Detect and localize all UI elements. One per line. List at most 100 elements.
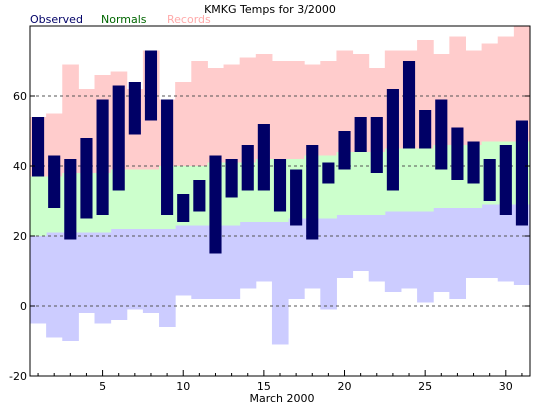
record-low-band-day-30 bbox=[497, 204, 515, 282]
x-tick-label-15: 15 bbox=[257, 380, 271, 393]
legend-records: Records bbox=[167, 13, 211, 26]
record-low-band-day-10 bbox=[175, 225, 192, 296]
record-high-band-day-20 bbox=[336, 50, 354, 152]
record-low-band-day-9 bbox=[159, 229, 176, 327]
record-high-band-day-27 bbox=[449, 36, 466, 145]
observed-bar-day-18 bbox=[306, 145, 319, 240]
x-axis-label: March 2000 bbox=[249, 392, 314, 405]
record-high-band-day-29 bbox=[481, 43, 499, 142]
record-high-band-day-28 bbox=[465, 50, 483, 145]
observed-bar-day-27 bbox=[451, 127, 464, 180]
observed-bar-day-8 bbox=[144, 50, 158, 121]
record-low-band-day-25 bbox=[417, 211, 434, 303]
observed-bar-day-5 bbox=[96, 99, 109, 215]
observed-bar-day-1 bbox=[32, 117, 45, 177]
observed-bar-day-11 bbox=[193, 180, 206, 212]
observed-bar-day-7 bbox=[128, 82, 141, 135]
normal-band-day-1 bbox=[30, 176, 47, 236]
record-high-band-day-30 bbox=[497, 36, 515, 142]
record-low-band-day-17 bbox=[288, 218, 305, 299]
record-low-band-day-2 bbox=[46, 232, 63, 338]
record-low-band-day-28 bbox=[465, 208, 483, 278]
observed-bar-day-28 bbox=[467, 141, 480, 184]
record-low-band-day-22 bbox=[368, 215, 386, 282]
observed-bar-day-23 bbox=[386, 89, 399, 191]
y-tick-label--20: -20 bbox=[9, 370, 27, 383]
normal-band-day-7 bbox=[126, 169, 144, 229]
record-low-band-day-5 bbox=[94, 232, 112, 324]
y-tick-label-0: 0 bbox=[20, 300, 27, 313]
record-low-band-day-1 bbox=[30, 236, 47, 324]
record-high-band-day-10 bbox=[175, 82, 192, 166]
record-low-band-day-7 bbox=[126, 229, 144, 310]
normal-band-day-8 bbox=[142, 169, 160, 229]
record-low-band-day-27 bbox=[449, 208, 466, 299]
record-high-band-day-18 bbox=[304, 64, 321, 156]
y-tick-label-60: 60 bbox=[13, 90, 27, 103]
x-tick-label-20: 20 bbox=[338, 380, 352, 393]
observed-bar-day-15 bbox=[257, 124, 270, 191]
observed-bar-day-26 bbox=[435, 99, 448, 170]
observed-bar-day-10 bbox=[177, 194, 190, 222]
record-low-band-day-4 bbox=[78, 232, 96, 313]
record-low-band-day-14 bbox=[239, 222, 257, 289]
record-low-band-day-29 bbox=[481, 204, 499, 278]
chart-title: KMKG Temps for 3/2000 bbox=[204, 3, 336, 16]
observed-bar-day-29 bbox=[483, 159, 496, 201]
observed-bar-day-16 bbox=[273, 159, 287, 212]
observed-bar-day-17 bbox=[290, 169, 303, 226]
x-tick-label-25: 25 bbox=[418, 380, 432, 393]
normal-band-day-24 bbox=[400, 148, 418, 212]
record-low-band-day-16 bbox=[271, 222, 289, 345]
record-high-band-day-3 bbox=[62, 64, 79, 173]
legend-observed: Observed bbox=[30, 13, 83, 26]
normal-band-day-21 bbox=[352, 152, 370, 215]
record-high-band-day-17 bbox=[288, 61, 305, 159]
record-low-band-day-6 bbox=[110, 229, 128, 320]
normal-band-day-25 bbox=[417, 148, 434, 212]
record-low-band-day-19 bbox=[320, 218, 337, 310]
x-tick-label-10: 10 bbox=[176, 380, 190, 393]
observed-bar-day-12 bbox=[209, 155, 222, 254]
observed-bar-day-9 bbox=[161, 99, 174, 215]
record-low-band-day-23 bbox=[384, 211, 402, 292]
observed-bar-day-2 bbox=[48, 155, 61, 208]
observed-bar-day-21 bbox=[354, 117, 367, 152]
record-low-band-day-20 bbox=[336, 215, 354, 278]
record-high-band-day-31 bbox=[513, 26, 531, 142]
record-low-band-day-3 bbox=[62, 232, 79, 341]
observed-bar-day-4 bbox=[80, 138, 93, 219]
record-high-band-day-19 bbox=[320, 61, 337, 156]
x-tick-label-5: 5 bbox=[99, 380, 106, 393]
record-high-band-day-16 bbox=[271, 61, 289, 159]
y-axis: -20 0 20 40 60 bbox=[9, 90, 530, 383]
record-low-band-day-11 bbox=[191, 225, 208, 299]
observed-bar-day-24 bbox=[402, 61, 416, 149]
record-high-band-day-11 bbox=[191, 61, 208, 166]
observed-bar-day-22 bbox=[370, 117, 383, 173]
record-high-band-day-13 bbox=[223, 64, 241, 163]
observed-bar-day-13 bbox=[225, 159, 238, 198]
legend-normals: Normals bbox=[101, 13, 147, 26]
observed-bar-day-20 bbox=[338, 131, 351, 170]
record-low-band-day-24 bbox=[400, 211, 418, 289]
x-axis: 5 10 15 20 25 30 bbox=[37, 370, 523, 393]
observed-bar-day-31 bbox=[515, 120, 528, 226]
record-low-band-day-21 bbox=[352, 215, 370, 271]
observed-bars bbox=[32, 50, 528, 254]
record-low-band-day-26 bbox=[433, 208, 450, 292]
observed-bar-day-14 bbox=[241, 145, 254, 191]
observed-bar-day-3 bbox=[64, 159, 77, 240]
record-high-band-day-14 bbox=[239, 57, 257, 163]
y-tick-label-40: 40 bbox=[13, 160, 27, 173]
observed-bar-day-19 bbox=[322, 162, 335, 184]
observed-bar-day-6 bbox=[112, 85, 125, 191]
y-tick-label-20: 20 bbox=[13, 230, 27, 243]
record-low-band-day-13 bbox=[223, 225, 241, 299]
record-low-band-day-8 bbox=[142, 229, 160, 313]
record-high-band-day-12 bbox=[207, 68, 225, 163]
x-tick-label-30: 30 bbox=[499, 380, 513, 393]
record-low-band-day-15 bbox=[255, 222, 273, 282]
observed-bar-day-30 bbox=[499, 145, 512, 215]
